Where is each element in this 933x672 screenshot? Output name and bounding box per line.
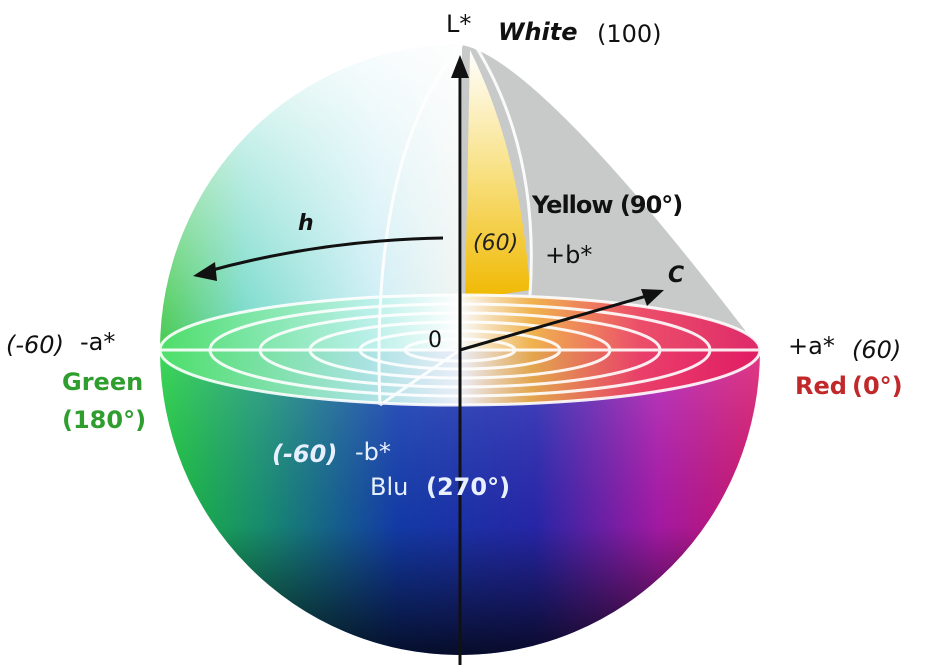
minus-b-label: -b* (355, 438, 391, 466)
blue-label: Blu (370, 473, 409, 501)
plus-b-value: (60) (473, 231, 519, 256)
yellow-wedge (465, 50, 530, 300)
plus-b-label: +b* (545, 241, 593, 269)
plus-a-label: +a* (788, 332, 835, 360)
minus-a-value: (-60) (6, 331, 64, 359)
chroma-arrow (459, 293, 651, 352)
green-angle: (180°) (62, 406, 147, 434)
white-label: White (498, 18, 578, 46)
plus-a-value: (60) (852, 336, 902, 364)
l-axis-label: L* (446, 10, 472, 38)
hue-arrow (204, 236, 444, 274)
origin-label: 0 (428, 328, 442, 353)
cutaway-region (462, 45, 760, 350)
blue-angle: (270°) (426, 473, 511, 501)
red-label: Red (795, 372, 847, 400)
minus-a-label: -a* (80, 328, 116, 356)
minus-b-value: (-60) (272, 440, 338, 468)
yellow-label: Yellow (90°) (532, 191, 683, 219)
white-value: (100) (597, 20, 662, 48)
hue-label: h (298, 211, 314, 236)
chroma-label: C (668, 263, 685, 288)
green-label: Green (62, 368, 144, 396)
red-angle: (0°) (852, 372, 903, 400)
